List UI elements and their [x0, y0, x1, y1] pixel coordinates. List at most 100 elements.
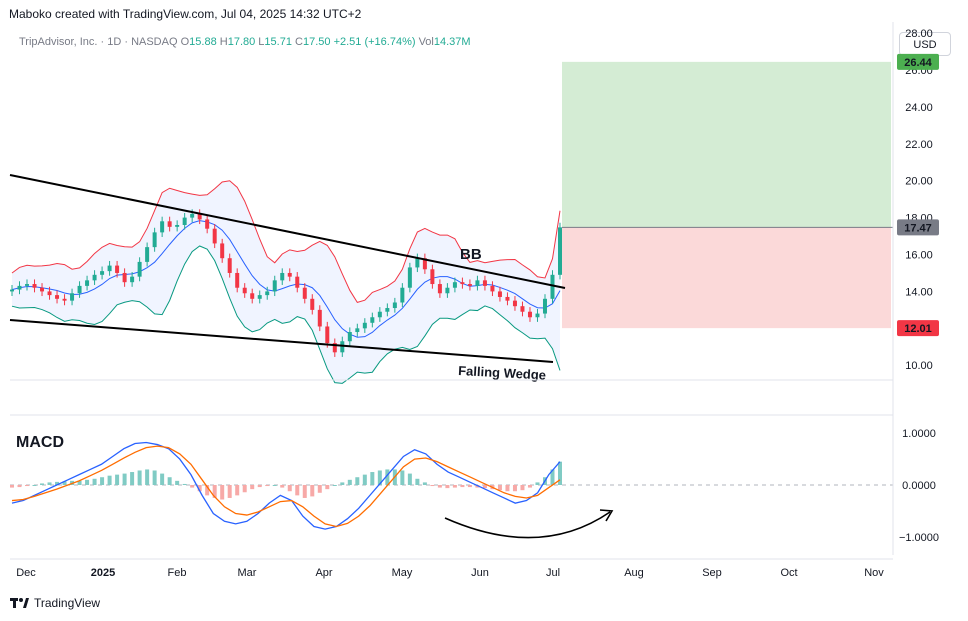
- candle-body: [62, 298, 67, 301]
- macd-histogram-bar: [535, 482, 540, 485]
- candle-body: [265, 291, 270, 296]
- date-tick-label: Nov: [864, 567, 884, 579]
- candle-body: [445, 287, 450, 294]
- price-tick-label: 24.00: [905, 102, 933, 114]
- footer-brand: TradingView: [34, 596, 101, 610]
- macd-histogram-bar: [167, 477, 172, 485]
- macd-tick-label: 1.0000: [902, 428, 936, 440]
- target-zone: [562, 61, 891, 228]
- macd-histogram-bar: [40, 483, 45, 485]
- candle-body: [482, 280, 487, 286]
- macd-histogram-bar: [347, 479, 352, 485]
- candle-body: [197, 213, 202, 220]
- symbol-legend: TripAdvisor, Inc. · 1D · NASDAQ O15.88 H…: [19, 36, 471, 48]
- candle-body: [415, 258, 420, 268]
- price-pane[interactable]: BB Falling Wedge: [9, 61, 893, 384]
- candle-body: [355, 328, 360, 333]
- macd-histogram-bar: [430, 485, 435, 487]
- macd-pane[interactable]: MACD: [10, 434, 893, 539]
- footer: TradingView: [10, 596, 100, 610]
- candle-body: [535, 313, 540, 318]
- macd-histogram-bar: [302, 485, 307, 498]
- macd-line: [11, 441, 561, 530]
- candle-body: [175, 224, 180, 227]
- candle-body: [167, 221, 172, 227]
- macd-histogram-bar: [85, 479, 90, 485]
- macd-histogram-bar: [280, 485, 285, 488]
- date-tick-label: Dec: [16, 567, 36, 579]
- price-label-text: 26.44: [904, 57, 932, 69]
- candle-body: [520, 306, 525, 312]
- macd-histogram-bar: [272, 485, 277, 486]
- candle-body: [92, 274, 97, 281]
- date-tick-label: Mar: [238, 567, 257, 579]
- candle-body: [295, 276, 300, 288]
- macd-histogram-bar: [10, 485, 14, 488]
- price-tick-label: 14.00: [905, 286, 933, 298]
- close-value: 17.50: [302, 36, 331, 48]
- macd-histogram-bar: [422, 482, 427, 485]
- macd-histogram-bar: [145, 469, 150, 485]
- candle-body: [377, 311, 382, 318]
- macd-histogram-bar: [317, 485, 322, 493]
- candle-body: [475, 280, 480, 286]
- candle-body: [512, 300, 517, 307]
- macd-histogram-bar: [265, 485, 270, 487]
- macd-histogram-bar: [287, 485, 292, 492]
- macd-tick-label: 0.0000: [902, 480, 936, 492]
- macd-histogram-bar: [100, 477, 105, 485]
- axes: 10.0012.0014.0016.0018.0020.0022.0024.00…: [10, 22, 939, 579]
- candle-body: [497, 291, 502, 297]
- macd-histogram-bar: [482, 485, 487, 489]
- tradingview-logo-icon: [10, 598, 29, 608]
- candle-body: [115, 265, 120, 273]
- candle-body: [550, 274, 555, 299]
- macd-histogram-bar: [445, 485, 450, 489]
- candle-body: [152, 232, 157, 248]
- symbol-title: TripAdvisor, Inc. · 1D · NASDAQ: [19, 36, 178, 48]
- macd-histogram-bar: [212, 485, 217, 498]
- macd-histogram-bar: [400, 470, 405, 485]
- candle-body: [272, 280, 277, 292]
- macd-histogram-bar: [355, 477, 360, 485]
- macd-histogram-bar: [512, 485, 517, 492]
- candle-body: [212, 228, 217, 244]
- candle-body: [460, 282, 465, 285]
- open-label: O: [180, 36, 190, 48]
- price-label-box: [897, 53, 939, 70]
- macd-histogram-bar: [452, 485, 457, 488]
- date-tick-label: Aug: [624, 567, 644, 579]
- candle-body: [122, 272, 127, 283]
- candle-body: [317, 309, 322, 327]
- macd-histogram-bar: [558, 461, 562, 485]
- candle-body: [347, 332, 352, 342]
- macd-histogram-bar: [25, 485, 30, 487]
- candle-body: [40, 287, 45, 292]
- high-label: H: [219, 36, 228, 48]
- candle-body: [85, 280, 90, 286]
- candle-body: [17, 285, 22, 290]
- open-value: 15.88: [189, 36, 217, 48]
- date-tick-label: Sep: [702, 567, 722, 579]
- macd-histogram-bar: [340, 482, 345, 485]
- price-tick-label: 20.00: [905, 176, 933, 188]
- bb-upper-line: [11, 180, 561, 303]
- candle-body: [385, 308, 390, 312]
- date-tick-label: Jul: [546, 567, 560, 579]
- candle-body: [302, 287, 307, 299]
- macd-histogram-bar: [160, 473, 165, 485]
- candle-body: [10, 289, 14, 292]
- wedge-lower-trendline: [9, 319, 554, 363]
- macd-histogram-bar: [92, 478, 97, 485]
- candle-body: [422, 258, 427, 270]
- macd-histogram-bar: [467, 485, 472, 488]
- macd-histogram-bar: [107, 475, 112, 485]
- low-label: L: [258, 36, 265, 48]
- volume-label: Vol: [418, 36, 434, 48]
- low-value: 15.71: [264, 36, 292, 48]
- macd-histogram-bar: [460, 485, 465, 488]
- macd-histogram-bar: [137, 470, 142, 485]
- candle-body: [280, 272, 285, 281]
- price-tick-label: 22.00: [905, 139, 933, 151]
